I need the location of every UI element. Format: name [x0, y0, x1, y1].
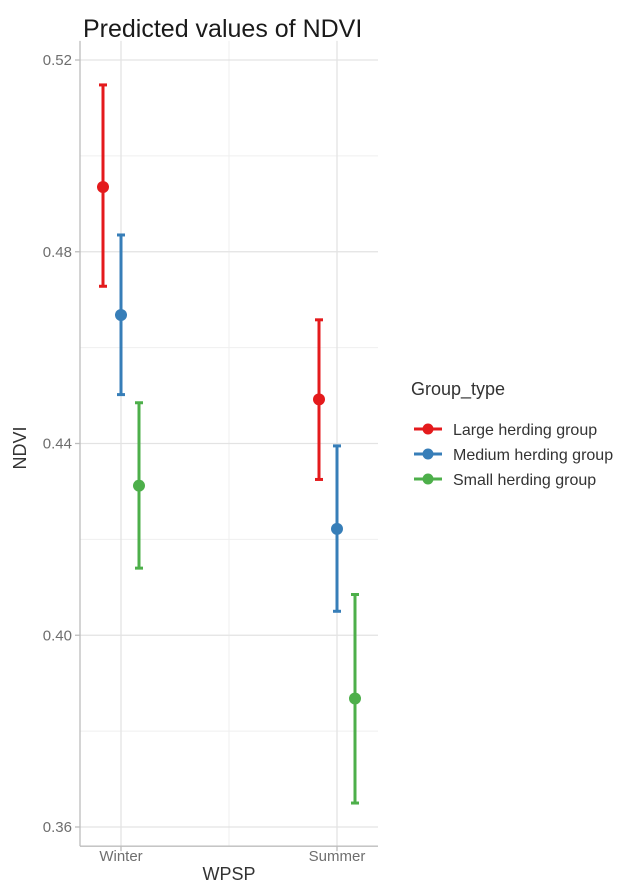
x-tick-label: Summer [309, 848, 366, 865]
y-tick-label: 0.40 [43, 627, 72, 644]
x-tick-label: Winter [99, 848, 142, 865]
y-tick-label: 0.48 [43, 244, 72, 261]
y-axis-title: NDVI [10, 426, 30, 469]
y-tick-label: 0.36 [43, 819, 72, 836]
data-point [331, 522, 343, 535]
legend-label: Small herding group [453, 472, 596, 489]
data-point [349, 692, 361, 705]
axis-lines [75, 40, 378, 852]
data-point [313, 393, 325, 406]
y-tick-label: 0.52 [43, 52, 72, 69]
data-point [115, 309, 127, 322]
legend-title: Group_type [411, 379, 505, 400]
data-point [133, 479, 145, 492]
legend-label: Large herding group [453, 422, 597, 439]
data-points [97, 181, 361, 705]
chart-title: Predicted values of NDVI [83, 15, 362, 43]
x-axis-title: WPSP [202, 864, 255, 884]
legend: Group_type Large herding group Medium her… [411, 379, 613, 489]
x-tick-labels: Winter Summer [99, 848, 365, 865]
y-tick-label: 0.44 [43, 436, 72, 453]
data-point [97, 181, 109, 194]
y-tick-labels: 0.36 0.40 0.44 0.48 0.52 [43, 52, 72, 836]
legend-key-point [422, 423, 434, 435]
legend-label: Medium herding group [453, 447, 613, 464]
gridlines [80, 40, 378, 847]
legend-key-point [422, 473, 434, 485]
legend-key-point [422, 448, 434, 460]
